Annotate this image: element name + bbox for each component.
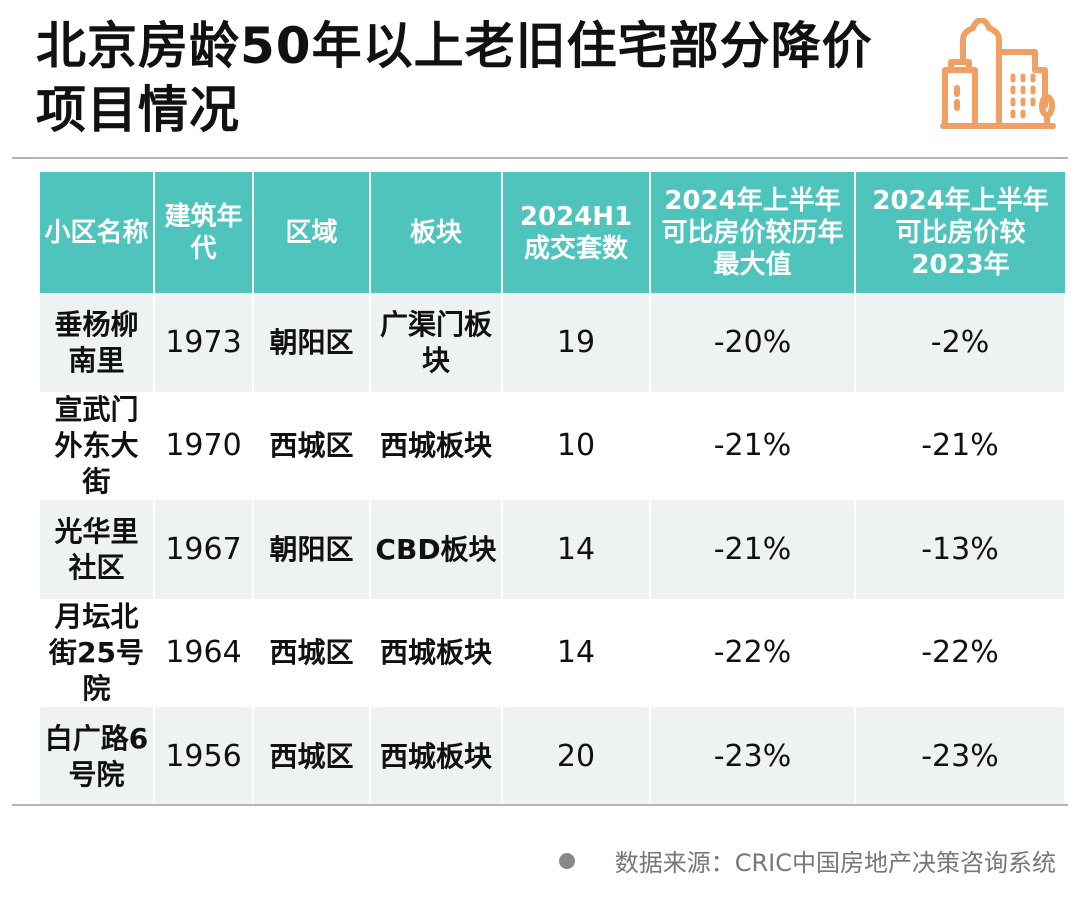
cell-name: 白广路6号院: [40, 707, 155, 806]
cell-vs-2023: -21%: [855, 392, 1066, 500]
cell-deals: 20: [502, 707, 651, 806]
table-row: 月坛北街25号院 1964 西城区 西城板块 14 -22% -22%: [40, 599, 1066, 707]
header-vs-max: 2024年上半年可比房价较历年最大值: [650, 172, 856, 293]
table-row: 垂杨柳南里 1973 朝阳区 广渠门板块 19 -20% -2%: [40, 293, 1066, 392]
header-deals: 2024H1成交套数: [502, 172, 651, 293]
cell-year: 1956: [154, 707, 254, 806]
cell-year: 1973: [154, 293, 254, 392]
header-vs-2023: 2024年上半年可比房价较2023年: [855, 172, 1065, 293]
page-title: 北京房龄50年以上老旧住宅部分降价项目情况: [36, 17, 873, 139]
cell-year: 1964: [154, 599, 254, 707]
table-row: 宣武门外东大街 1970 西城区 西城板块 10 -21% -21%: [40, 392, 1066, 500]
cell-block: 西城板块: [370, 599, 503, 707]
cell-vs-max: -21%: [650, 392, 856, 500]
cell-deals: 10: [502, 392, 651, 500]
source-text: 数据来源：CRIC中国房地产决策咨询系统: [614, 849, 1056, 877]
cell-vs-max: -20%: [650, 293, 856, 392]
cell-vs-max: -21%: [650, 500, 856, 599]
header-year: 建筑年代: [154, 172, 254, 293]
header-district: 区域: [253, 172, 371, 293]
divider: [12, 804, 1068, 806]
cell-deals: 14: [502, 500, 651, 599]
cell-vs-2023: -23%: [855, 707, 1066, 806]
cell-name: 月坛北街25号院: [40, 599, 155, 707]
bullet-icon: [558, 852, 575, 869]
cell-vs-2023: -13%: [855, 500, 1066, 599]
cell-deals: 19: [502, 293, 651, 392]
cell-vs-2023: -22%: [855, 599, 1066, 707]
table-row: 白广路6号院 1956 西城区 西城板块 20 -23% -23%: [40, 707, 1066, 806]
cell-block: 西城板块: [370, 392, 503, 500]
cell-district: 西城区: [253, 707, 371, 806]
header-block: 板块: [370, 172, 503, 293]
cell-block: 西城板块: [370, 707, 503, 806]
cell-name: 光华里社区: [40, 500, 155, 599]
source-note: 数据来源：CRIC中国房地产决策咨询系统: [558, 843, 1056, 878]
cell-year: 1970: [154, 392, 254, 500]
cell-block: 广渠门板块: [370, 293, 503, 392]
cell-name: 宣武门外东大街: [40, 392, 155, 500]
cell-block: CBD板块: [370, 500, 503, 599]
cell-deals: 14: [502, 599, 651, 707]
cell-district: 朝阳区: [253, 293, 371, 392]
cell-district: 朝阳区: [253, 500, 371, 599]
cell-district: 西城区: [253, 392, 371, 500]
cell-name: 垂杨柳南里: [40, 293, 155, 392]
cell-district: 西城区: [253, 599, 371, 707]
city-buildings-icon: [940, 18, 1056, 129]
table-row: 光华里社区 1967 朝阳区 CBD板块 14 -21% -13%: [40, 500, 1066, 599]
price-table: 小区名称 建筑年代 区域 板块 2024H1成交套数 2024年上半年可比房价较…: [40, 172, 1066, 806]
cell-year: 1967: [154, 500, 254, 599]
cell-vs-2023: -2%: [855, 293, 1066, 392]
divider: [12, 157, 1068, 159]
table-header-row: 小区名称 建筑年代 区域 板块 2024H1成交套数 2024年上半年可比房价较…: [40, 172, 1065, 293]
header-name: 小区名称: [40, 172, 155, 293]
cell-vs-max: -23%: [650, 707, 856, 806]
cell-vs-max: -22%: [650, 599, 856, 707]
